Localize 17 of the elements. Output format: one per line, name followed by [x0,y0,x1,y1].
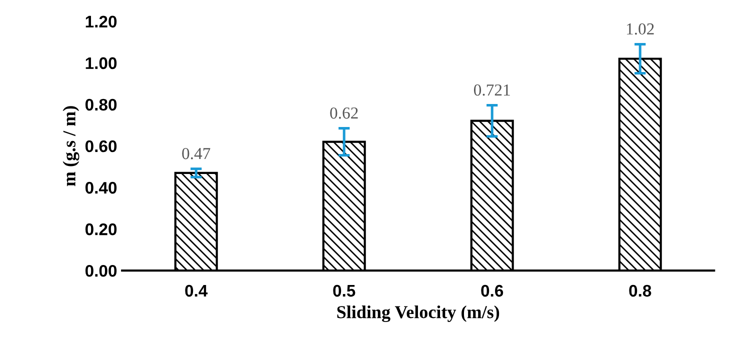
data-label: 0.47 [182,148,210,160]
y-tick-label: 0.80 [85,98,117,111]
y-tick-label: 0.00 [85,264,117,277]
x-tick-label: 0.5 [333,284,356,297]
x-tick-label: 0.8 [629,284,652,297]
data-label: 0.721 [474,84,510,96]
y-axis-title: m (g.s / m) [62,106,80,186]
data-label: 0.62 [330,107,358,119]
data-label: 1.02 [626,23,654,35]
y-tick-label: 0.40 [85,182,117,194]
y-tick-label: 0.20 [85,223,117,236]
x-tick-label: 0.6 [481,284,504,297]
y-tick-label: 1.00 [86,57,117,70]
y-tick-label: 1.20 [86,16,117,28]
x-tick-label: 0.4 [185,284,208,297]
y-tick-label: 0.60 [85,140,117,152]
x-axis-title: Sliding Velocity (m/s) [337,306,500,322]
